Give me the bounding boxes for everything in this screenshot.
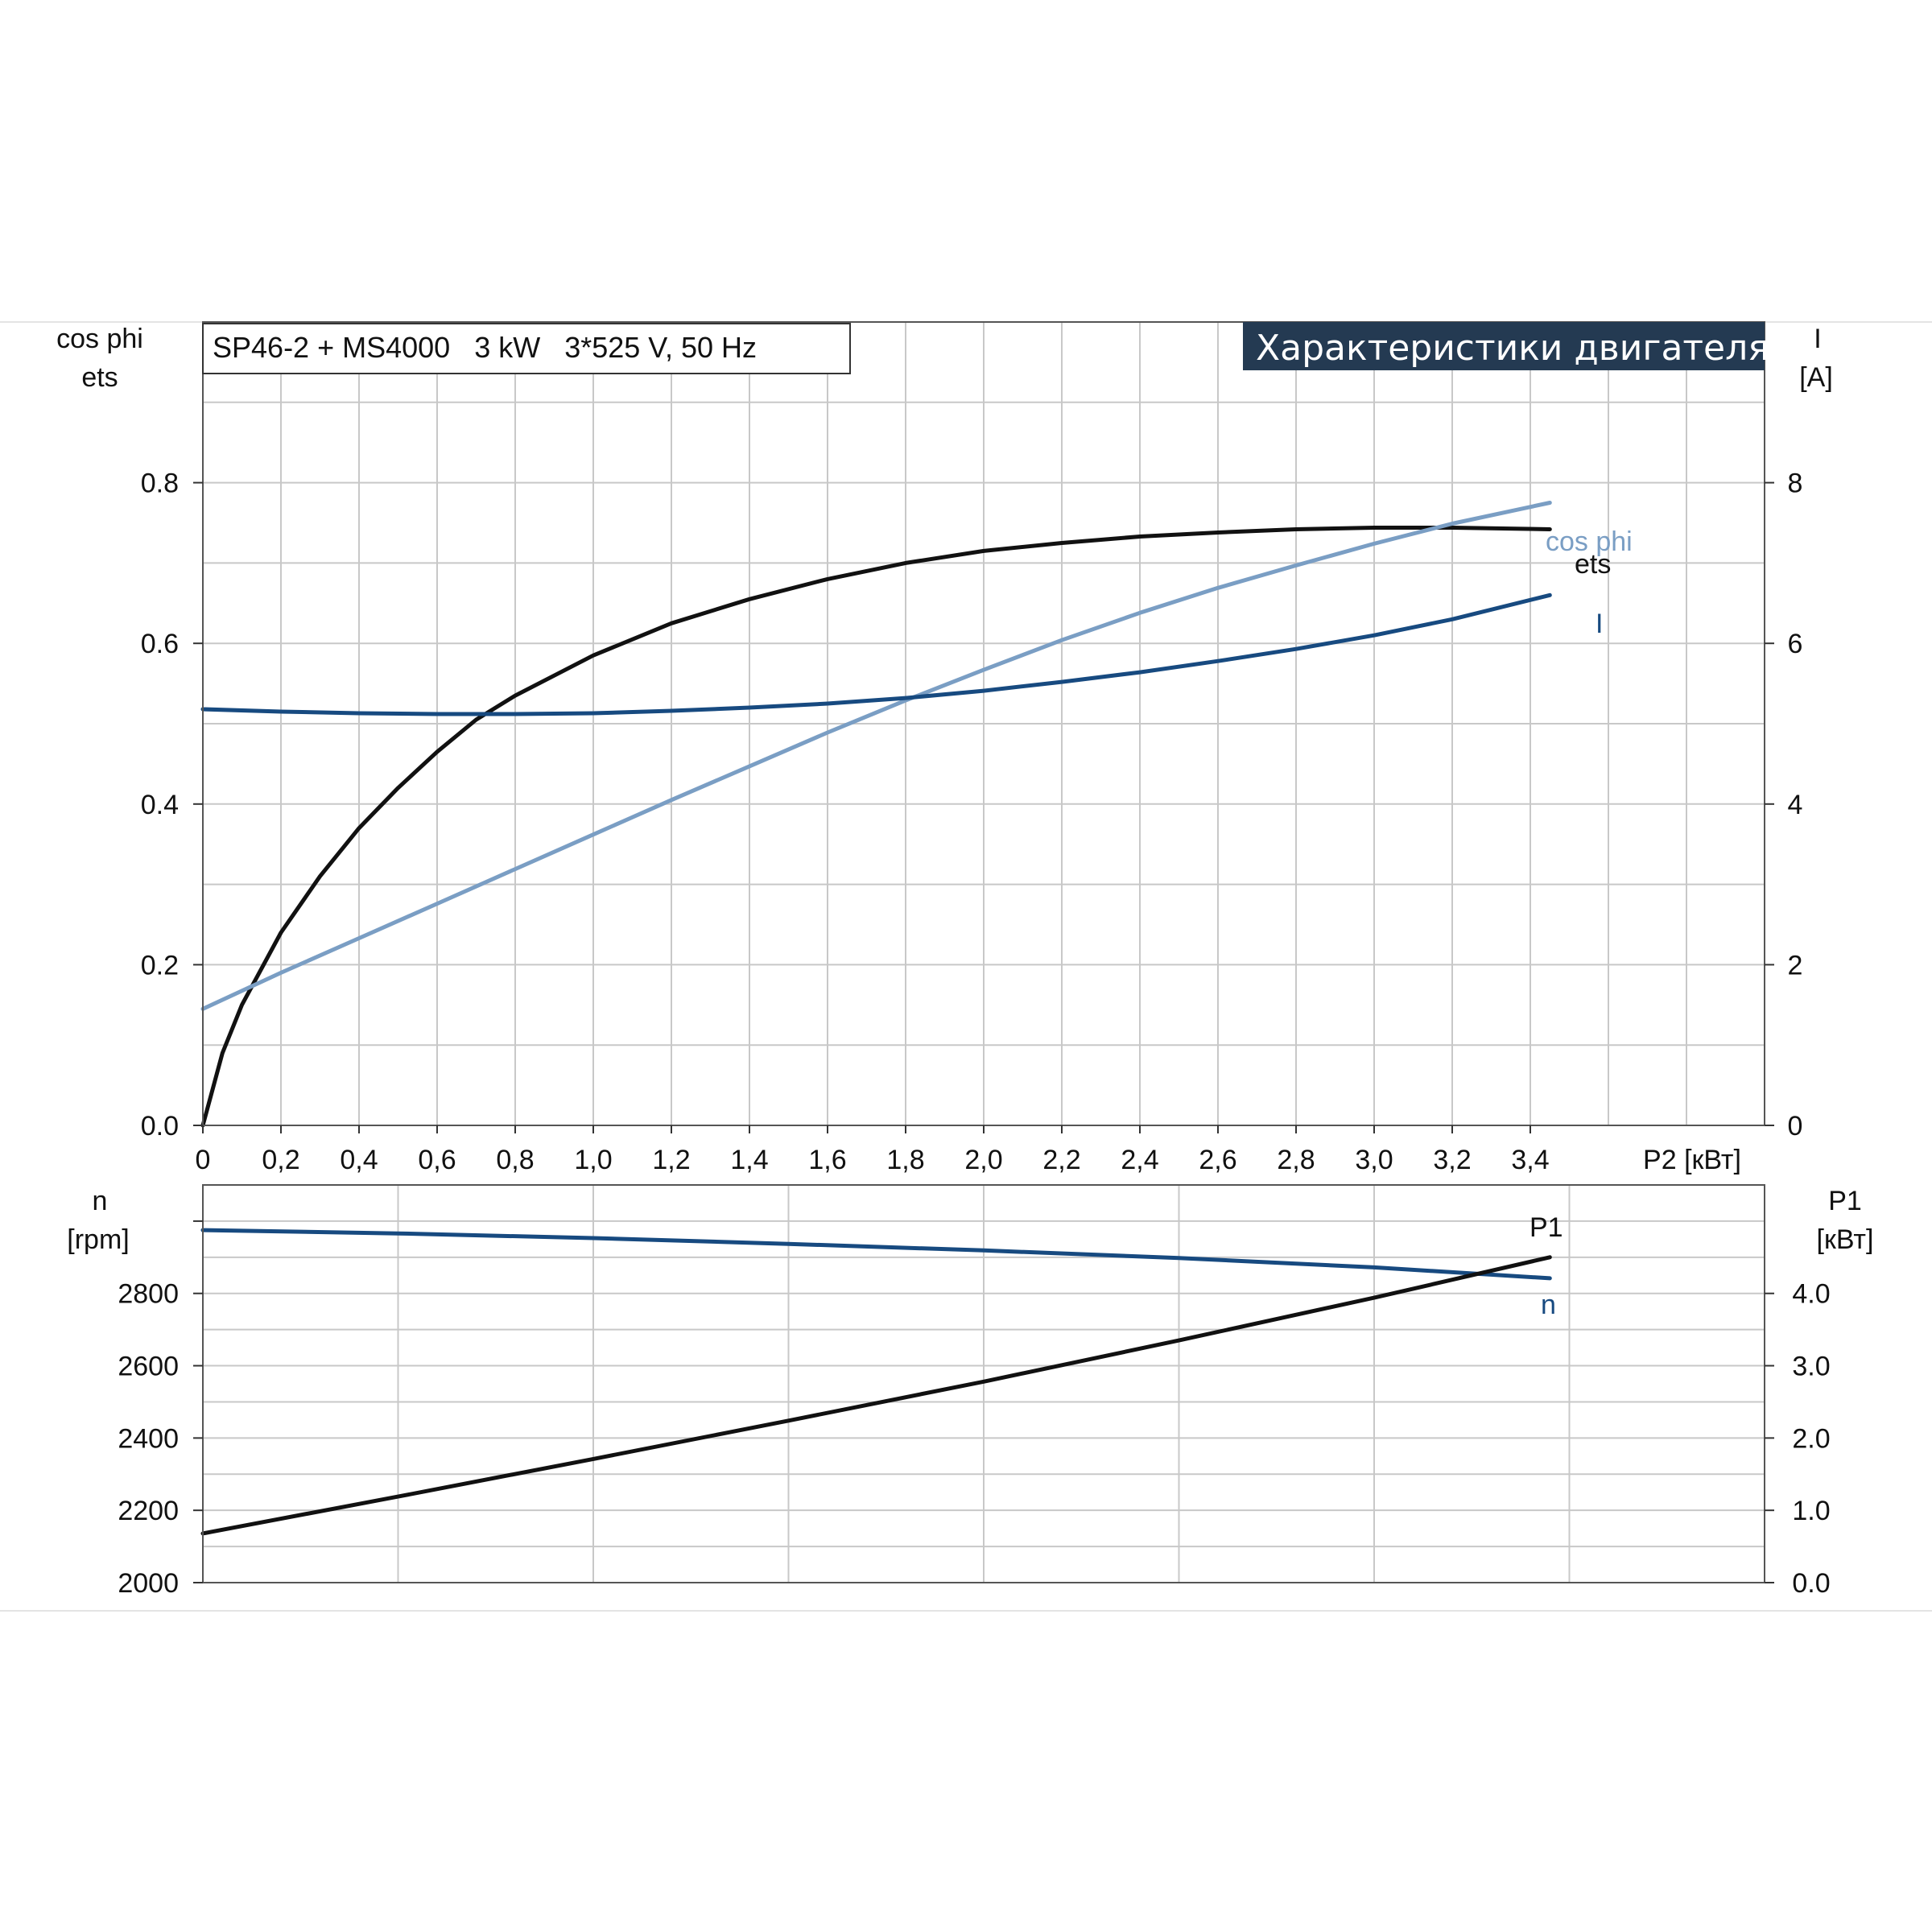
bottom-plot-grid — [202, 1185, 1765, 1583]
x-tick-label: 1,0 — [574, 1145, 612, 1175]
y-right-tick-label: 1.0 — [1792, 1496, 1830, 1526]
y-left-tick-label: 0.2 — [141, 950, 179, 980]
x-tick-label: 0 — [196, 1145, 211, 1175]
y-right-tick-label: 6 — [1788, 629, 1803, 659]
chart-title: SP46-2 + MS4000 3 kW 3*525 V, 50 Hz — [213, 331, 757, 364]
series-line-I — [200, 592, 1552, 716]
y-right-tick-label: 4 — [1788, 790, 1803, 820]
badge-text: Характеристики двигателя — [1256, 328, 1769, 369]
x-tick-label: 3,0 — [1355, 1145, 1393, 1175]
series-line-ets — [200, 526, 1552, 1128]
y-left-tick-label: 2800 — [118, 1279, 179, 1310]
series-label-I: I — [1596, 609, 1603, 639]
y-left-tick-label: 0.8 — [141, 469, 179, 499]
x-tick-label: 1,4 — [730, 1145, 768, 1175]
y-right-label-top-2: [A] — [1799, 362, 1833, 393]
y-right-tick-label: 0 — [1788, 1111, 1803, 1141]
series-label-P1: P1 — [1530, 1212, 1563, 1243]
x-tick-label: 2,0 — [964, 1145, 1002, 1175]
x-axis-label: P2 [кВт] — [1643, 1145, 1741, 1175]
bottom-plot-series — [200, 1228, 1552, 1536]
x-tick-label: 0,6 — [418, 1145, 456, 1175]
y-right-tick-label: 2 — [1788, 950, 1803, 980]
y-left-label-top-2: ets — [81, 362, 118, 393]
top-plot-grid — [202, 322, 1765, 1125]
y-right-label-top-1: I — [1814, 324, 1821, 354]
series-label-n: n — [1541, 1290, 1556, 1320]
y-left-label-bottom-2: [rpm] — [67, 1224, 129, 1255]
y-right-tick-label: 8 — [1788, 469, 1803, 499]
title-box — [202, 323, 851, 374]
y-left-tick-label: 0.0 — [141, 1111, 179, 1141]
x-tick-label: 1,2 — [652, 1145, 690, 1175]
y-left-tick-label: 2400 — [118, 1423, 179, 1454]
x-tick-label: 1,8 — [886, 1145, 924, 1175]
x-tick-label: 3,2 — [1433, 1145, 1471, 1175]
y-left-tick-label: 2200 — [118, 1496, 179, 1526]
y-right-tick-label: 4.0 — [1792, 1279, 1830, 1310]
x-tick-label: 2,2 — [1042, 1145, 1080, 1175]
x-tick-label: 0,4 — [340, 1145, 378, 1175]
y-left-tick-label: 0.4 — [141, 790, 179, 820]
bottom-plot-axes: 2000 2200 2400 2600 2800 0.0 1.0 2.0 3.0 4.0 — [118, 1184, 1831, 1599]
x-tick-label: 0,2 — [262, 1145, 299, 1175]
series-label-cos-phi: cos phi — [1546, 526, 1633, 557]
top-plot-axes: 0 0,2 0,4 0,6 0,8 1,0 1,2 1,4 1,6 1,8 2,0 2,2 2,4 2,6… — [141, 321, 1803, 1175]
y-right-label-bottom-1: P1 — [1828, 1186, 1862, 1216]
x-tick-label: 2,8 — [1277, 1145, 1315, 1175]
series-line-P1 — [200, 1255, 1552, 1536]
y-left-tick-label: 0.6 — [141, 629, 179, 659]
x-tick-label: 3,4 — [1511, 1145, 1549, 1175]
y-left-label-bottom-1: n — [93, 1186, 108, 1216]
bottom-plot-frame — [202, 1184, 1765, 1583]
x-tick-label: 0,8 — [496, 1145, 534, 1175]
top-plot-series — [200, 501, 1552, 1128]
y-right-tick-label: 2.0 — [1792, 1423, 1830, 1454]
y-right-tick-label: 0.0 — [1792, 1568, 1830, 1599]
x-tick-label: 2,4 — [1121, 1145, 1158, 1175]
y-right-label-bottom-2: [кВт] — [1817, 1224, 1874, 1255]
series-line-n — [200, 1228, 1552, 1281]
x-tick-label: 1,6 — [808, 1145, 846, 1175]
y-right-tick-label: 3.0 — [1792, 1352, 1830, 1382]
series-line-cos-phi — [200, 501, 1552, 1011]
badge-background — [1243, 322, 1765, 370]
series-label-ets: ets — [1575, 549, 1611, 580]
y-left-label-top-1: cos phi — [56, 324, 143, 354]
y-left-tick-label: 2600 — [118, 1352, 179, 1382]
x-tick-label: 2,6 — [1199, 1145, 1236, 1175]
y-left-tick-label: 2000 — [118, 1568, 179, 1599]
